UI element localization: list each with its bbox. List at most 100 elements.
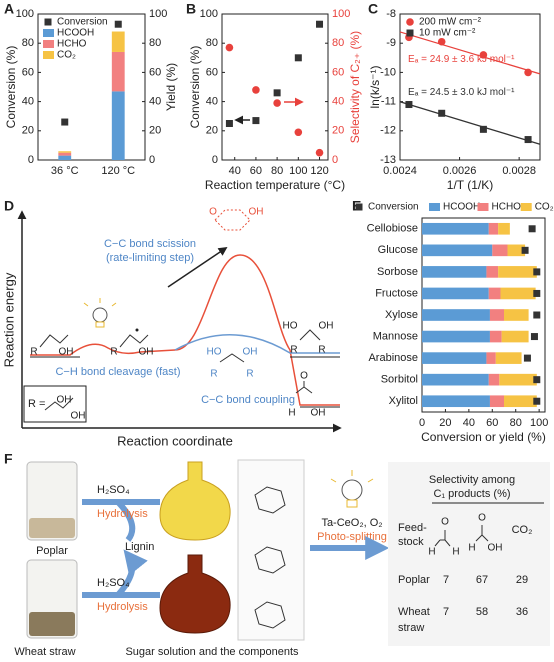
y2-tick-label: 80 [149,37,161,49]
x-tick-label: 0.0024 [383,165,417,177]
y2-tick-label: 0 [332,154,338,166]
point [530,333,538,341]
panel-label: C [368,1,378,17]
point [252,117,260,125]
atom: H [452,547,459,558]
atom: O [441,517,449,528]
y-tick-label: 40 [22,96,34,108]
bar-segment [489,395,504,408]
transition-state [214,209,251,231]
molecule [434,525,489,547]
bar-segment [488,287,501,300]
x-tick-label: 80 [510,417,522,429]
point [524,136,532,144]
y-tick-label: Xylitol [389,395,418,407]
bar-segment [111,51,125,92]
energy-curve [30,254,340,406]
bar-segment [499,373,537,386]
y-tick-label: Fructose [375,287,418,299]
legend-swatch [429,203,440,211]
legend-label: 200 mW cm⁻² [419,17,482,28]
bar-segment [422,330,490,343]
annotation: Eₐ = 24.5 ± 3.0 kJ mol⁻¹ [408,87,515,98]
bar-segment [422,266,487,278]
point [406,29,414,37]
point [355,203,363,211]
bar-segment [111,31,125,52]
point [521,246,529,254]
y-tick-label: Sorbose [377,266,418,278]
cell: 36 [516,606,528,618]
x-tick-label: 0.0028 [502,165,536,177]
lignin: Lignin [125,541,154,553]
legend-swatch [43,29,54,37]
bar-segment [489,309,504,321]
annotation: Eₐ = 24.9 ± 3.6 kJ mol⁻¹ [408,54,515,65]
fit-line [399,31,541,75]
y2-tick-label: 40 [149,96,161,108]
atom: O [478,513,486,524]
y2-tick-label: 0 [149,154,155,166]
y-tick-label: Mannose [373,330,418,342]
y-axis-label: Conversion (%) [4,46,18,129]
reagent: H₂SO₄ [97,577,130,589]
level [30,356,340,408]
x-tick-label: 40 [463,417,475,429]
y-tick-label: Glucose [378,244,418,256]
y-tick-label: 100 [16,8,34,20]
y-axis-label: ln(k/s⁻¹) [368,66,382,109]
x-tick-label: 0.0026 [443,165,477,177]
y2-tick-label: 40 [332,96,344,108]
point [533,268,541,276]
bar-segment [486,266,499,278]
bar-segment [489,330,502,343]
x-tick-label: 60 [486,417,498,429]
point [315,148,324,157]
bar-segment [111,91,125,160]
atom-label: R [246,369,253,380]
atom-label: OH [59,347,74,358]
bar-segment [422,244,493,257]
plot-frame [221,13,329,161]
y-tick-label: -13 [380,154,396,166]
reagent: H₂SO₄ [97,484,130,496]
x-tick-label: 36 °C [51,165,79,177]
atom-label: HO [207,347,222,358]
bar-segment [58,155,72,160]
annotation: C−C bond coupling [201,394,295,406]
legend-swatch [520,203,532,211]
atom-label: OH [57,395,72,406]
legend-label: HCOOH [443,202,480,213]
point [533,376,541,384]
y-tick-label: Cellobiose [367,223,418,235]
bonds [295,381,313,394]
point [479,125,487,133]
bar-segment [492,244,508,257]
process: Hydrolysis [97,601,148,613]
point [528,225,536,233]
point [252,86,260,94]
point [61,118,69,126]
legend-label: Conversion [368,202,419,213]
y2-axis-label: Yield (%) [164,63,178,111]
point [294,128,303,137]
panel-label: F [4,451,13,467]
y2-tick-label: 80 [332,37,344,49]
feedstock: Wheat straw [14,646,75,658]
point [533,397,541,405]
row-header: stock [398,536,424,548]
table-title: Selectivity among [429,474,515,486]
y-tick-label: 100 [200,8,218,20]
y-tick-label: 0 [28,154,34,166]
column-header: CO₂ [512,524,533,536]
y-tick-label: 80 [22,37,34,49]
y-tick-label: Xylose [385,309,418,321]
components-box [237,459,305,641]
radical-dot [135,328,139,332]
x-tick-label: 100 [530,417,548,429]
panel-label: B [186,1,196,17]
y2-tick-label: 100 [149,8,167,20]
annotation: (rate-limiting step) [106,252,194,264]
point [523,354,531,362]
catalyst: Ta-CeO₂, O₂ [321,517,382,529]
